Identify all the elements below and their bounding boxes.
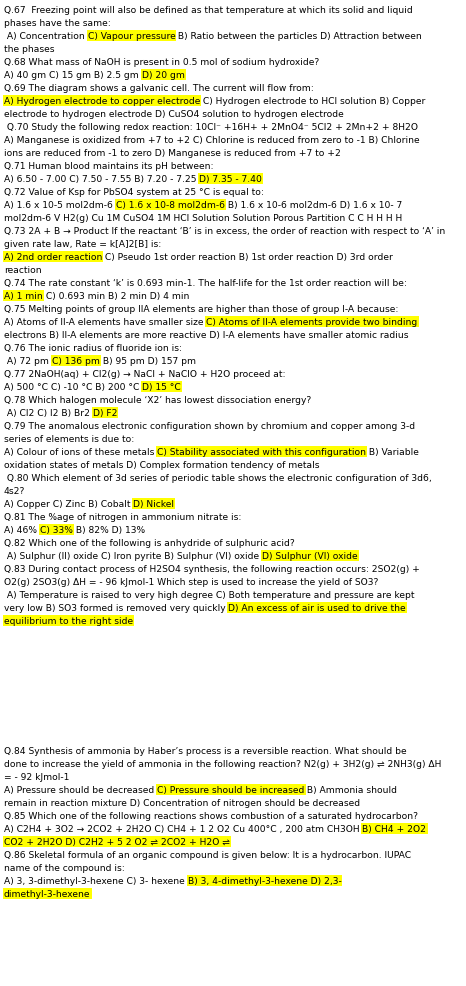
Text: Q.69 The diagram shows a galvanic cell. The current will flow from:: Q.69 The diagram shows a galvanic cell. … [4, 84, 314, 93]
Text: electrons B) II-A elements are more reactive D) I-A elements have smaller atomic: electrons B) II-A elements are more reac… [4, 330, 409, 339]
Text: C) 33%: C) 33% [40, 526, 73, 534]
Text: D) 7.35 - 7.40: D) 7.35 - 7.40 [199, 175, 262, 183]
Text: series of elements is due to:: series of elements is due to: [4, 435, 134, 444]
Text: = - 92 kJmol-1: = - 92 kJmol-1 [4, 772, 69, 781]
Text: dimethyl-3-hexene: dimethyl-3-hexene [4, 889, 90, 898]
Text: Q.77 2NaOH(aq) + Cl2(g) → NaCl + NaClO + H2O proceed at:: Q.77 2NaOH(aq) + Cl2(g) → NaCl + NaClO +… [4, 370, 286, 379]
Text: very low B) SO3 formed is removed very quickly: very low B) SO3 formed is removed very q… [4, 603, 228, 612]
Text: A) Cl2 C) I2 B) Br2: A) Cl2 C) I2 B) Br2 [4, 408, 93, 418]
Text: CO2 + 2H2O D) C2H2 + 5 2 O2 ⇌ 2CO2 + H2O ⇌: CO2 + 2H2O D) C2H2 + 5 2 O2 ⇌ 2CO2 + H2O… [4, 837, 230, 846]
Text: D) 20 gm: D) 20 gm [142, 71, 185, 80]
Text: C) Pressure should be increased: C) Pressure should be increased [157, 785, 304, 794]
Text: A) Colour of ions of these metals: A) Colour of ions of these metals [4, 448, 157, 457]
Text: C) 0.693 min B) 2 min D) 4 min: C) 0.693 min B) 2 min D) 4 min [43, 292, 189, 301]
Text: Q.70 Study the following redox reaction: 10Cl⁻ +16H+ + 2MnO4⁻ 5Cl2 + 2Mn+2 + 8H2: Q.70 Study the following redox reaction:… [4, 123, 418, 132]
Text: remain in reaction mixture D) Concentration of nitrogen should be decreased: remain in reaction mixture D) Concentrat… [4, 799, 360, 808]
Text: D) An excess of air is used to drive the: D) An excess of air is used to drive the [228, 603, 406, 612]
Text: given rate law, Rate = k[A]2[B] is:: given rate law, Rate = k[A]2[B] is: [4, 240, 161, 248]
Text: Q.78 Which halogen molecule ‘X2’ has lowest dissociation energy?: Q.78 Which halogen molecule ‘X2’ has low… [4, 395, 311, 404]
Text: C) 136 pm: C) 136 pm [52, 357, 100, 366]
Text: A) Copper C) Zinc B) Cobalt: A) Copper C) Zinc B) Cobalt [4, 500, 133, 509]
Text: mol2dm-6 V H2(g) Cu 1M CuSO4 1M HCl Solution Solution Porous Partition C C H H H: mol2dm-6 V H2(g) Cu 1M CuSO4 1M HCl Solu… [4, 214, 402, 223]
Text: Q.74 The rate constant ‘k’ is 0.693 min-1. The half-life for the 1st order react: Q.74 The rate constant ‘k’ is 0.693 min-… [4, 279, 407, 288]
Text: Q.73 2A + B → Product If the reactant ‘B’ is in excess, the order of reaction wi: Q.73 2A + B → Product If the reactant ‘B… [4, 227, 445, 236]
Text: Q.75 Melting points of group IIA elements are higher than those of group I-A bec: Q.75 Melting points of group IIA element… [4, 305, 398, 314]
Text: A) Temperature is raised to very high degree C) Both temperature and pressure ar: A) Temperature is raised to very high de… [4, 591, 414, 599]
Text: A) 3, 3-dimethyl-3-hexene C) 3- hexene: A) 3, 3-dimethyl-3-hexene C) 3- hexene [4, 877, 188, 885]
Text: A) 1.6 x 10-5 mol2dm-6: A) 1.6 x 10-5 mol2dm-6 [4, 201, 116, 210]
Text: C) Pseudo 1st order reaction B) 1st order reaction D) 3rd order: C) Pseudo 1st order reaction B) 1st orde… [103, 252, 393, 261]
Text: A) 500 °C C) -10 °C B) 200 °C: A) 500 °C C) -10 °C B) 200 °C [4, 383, 142, 391]
Text: A) C2H4 + 3O2 → 2CO2 + 2H2O C) CH4 + 1 2 O2 Cu 400°C , 200 atm CH3OH: A) C2H4 + 3O2 → 2CO2 + 2H2O C) CH4 + 1 2… [4, 824, 363, 833]
Text: C) 1.6 x 10-8 mol2dm-6: C) 1.6 x 10-8 mol2dm-6 [116, 201, 225, 210]
Text: Q.68 What mass of NaOH is present in 0.5 mol of sodium hydroxide?: Q.68 What mass of NaOH is present in 0.5… [4, 58, 319, 67]
Text: B) 1.6 x 10-6 mol2dm-6 D) 1.6 x 10- 7: B) 1.6 x 10-6 mol2dm-6 D) 1.6 x 10- 7 [225, 201, 402, 210]
Text: ions are reduced from -1 to zero D) Manganese is reduced from +7 to +2: ions are reduced from -1 to zero D) Mang… [4, 149, 341, 158]
Text: Q.81 The %age of nitrogen in ammonium nitrate is:: Q.81 The %age of nitrogen in ammonium ni… [4, 513, 241, 522]
Text: C) Atoms of II-A elements provide two binding: C) Atoms of II-A elements provide two bi… [206, 317, 418, 326]
Text: Q.83 During contact process of H2SO4 synthesis, the following reaction occurs: 2: Q.83 During contact process of H2SO4 syn… [4, 564, 420, 574]
Text: O2(g) 2SO3(g) ΔH = - 96 kJmol-1 Which step is used to increase the yield of SO3?: O2(g) 2SO3(g) ΔH = - 96 kJmol-1 Which st… [4, 578, 378, 587]
Text: A) Manganese is oxidized from +7 to +2 C) Chlorine is reduced from zero to -1 B): A) Manganese is oxidized from +7 to +2 C… [4, 136, 419, 145]
Text: oxidation states of metals D) Complex formation tendency of metals: oxidation states of metals D) Complex fo… [4, 460, 320, 469]
Text: Q.71 Human blood maintains its pH between:: Q.71 Human blood maintains its pH betwee… [4, 162, 213, 171]
Text: A) Concentration: A) Concentration [4, 32, 88, 41]
Text: Q.76 The ionic radius of fluoride ion is:: Q.76 The ionic radius of fluoride ion is… [4, 344, 182, 353]
Text: A) 40 gm C) 15 gm B) 2.5 gm: A) 40 gm C) 15 gm B) 2.5 gm [4, 71, 142, 80]
Text: 4s2?: 4s2? [4, 486, 25, 496]
Text: Q.72 Value of Ksp for PbSO4 system at 25 °C is equal to:: Q.72 Value of Ksp for PbSO4 system at 25… [4, 187, 264, 197]
Text: name of the compound is:: name of the compound is: [4, 863, 125, 872]
Text: D) F2: D) F2 [93, 408, 117, 418]
Text: B) 3, 4-dimethyl-3-hexene D) 2,3-: B) 3, 4-dimethyl-3-hexene D) 2,3- [188, 877, 342, 885]
Text: B) Variable: B) Variable [366, 448, 419, 457]
Text: A) 46%: A) 46% [4, 526, 40, 534]
Text: A) 2nd order reaction: A) 2nd order reaction [4, 252, 103, 261]
Text: B) Ratio between the particles D) Attraction between: B) Ratio between the particles D) Attrac… [175, 32, 422, 41]
Text: C) Stability associated with this configuration: C) Stability associated with this config… [157, 448, 366, 457]
Text: equilibrium to the right side: equilibrium to the right side [4, 616, 133, 625]
Text: phases have the same:: phases have the same: [4, 19, 111, 28]
Text: Q.80 Which element of 3d series of periodic table shows the electronic configura: Q.80 Which element of 3d series of perio… [4, 473, 432, 482]
Text: A) Pressure should be decreased: A) Pressure should be decreased [4, 785, 157, 794]
Text: Q.67  Freezing point will also be defined as that temperature at which its solid: Q.67 Freezing point will also be defined… [4, 6, 413, 15]
Text: B) 95 pm D) 157 pm: B) 95 pm D) 157 pm [100, 357, 196, 366]
Text: A) 1 min: A) 1 min [4, 292, 43, 301]
Text: C) Hydrogen electrode to HCl solution B) Copper: C) Hydrogen electrode to HCl solution B)… [200, 97, 426, 106]
Text: B) CH4 + 2O2: B) CH4 + 2O2 [363, 824, 426, 833]
Text: electrode to hydrogen electrode D) CuSO4 solution to hydrogen electrode: electrode to hydrogen electrode D) CuSO4… [4, 109, 344, 119]
Text: D) Nickel: D) Nickel [133, 500, 174, 509]
Text: C) Vapour pressure: C) Vapour pressure [88, 32, 175, 41]
Text: Q.85 Which one of the following reactions shows combustion of a saturated hydroc: Q.85 Which one of the following reaction… [4, 811, 418, 820]
Text: A) Atoms of II-A elements have smaller size: A) Atoms of II-A elements have smaller s… [4, 317, 206, 326]
Text: Q.79 The anomalous electronic configuration shown by chromium and copper among 3: Q.79 The anomalous electronic configurat… [4, 422, 415, 431]
Text: A) Sulphur (II) oxide C) Iron pyrite B) Sulphur (VI) oxide: A) Sulphur (II) oxide C) Iron pyrite B) … [4, 551, 262, 560]
Text: A) 6.50 - 7.00 C) 7.50 - 7.55 B) 7.20 - 7.25: A) 6.50 - 7.00 C) 7.50 - 7.55 B) 7.20 - … [4, 175, 199, 183]
Text: A) 72 pm: A) 72 pm [4, 357, 52, 366]
Text: reaction: reaction [4, 266, 41, 275]
Text: the phases: the phases [4, 45, 55, 54]
Text: done to increase the yield of ammonia in the following reaction? N2(g) + 3H2(g) : done to increase the yield of ammonia in… [4, 759, 441, 768]
Text: D) Sulphur (VI) oxide: D) Sulphur (VI) oxide [262, 551, 357, 560]
Text: Q.86 Skeletal formula of an organic compound is given below: It is a hydrocarbon: Q.86 Skeletal formula of an organic comp… [4, 850, 411, 859]
Text: B) Ammonia should: B) Ammonia should [304, 785, 397, 794]
Text: D) 15 °C: D) 15 °C [142, 383, 181, 391]
Text: A) Hydrogen electrode to copper electrode: A) Hydrogen electrode to copper electrod… [4, 97, 200, 106]
Text: Q.84 Synthesis of ammonia by Haber’s process is a reversible reaction. What shou: Q.84 Synthesis of ammonia by Haber’s pro… [4, 746, 407, 755]
Text: Q.82 Which one of the following is anhydride of sulphuric acid?: Q.82 Which one of the following is anhyd… [4, 538, 295, 547]
Text: B) 82% D) 13%: B) 82% D) 13% [73, 526, 145, 534]
